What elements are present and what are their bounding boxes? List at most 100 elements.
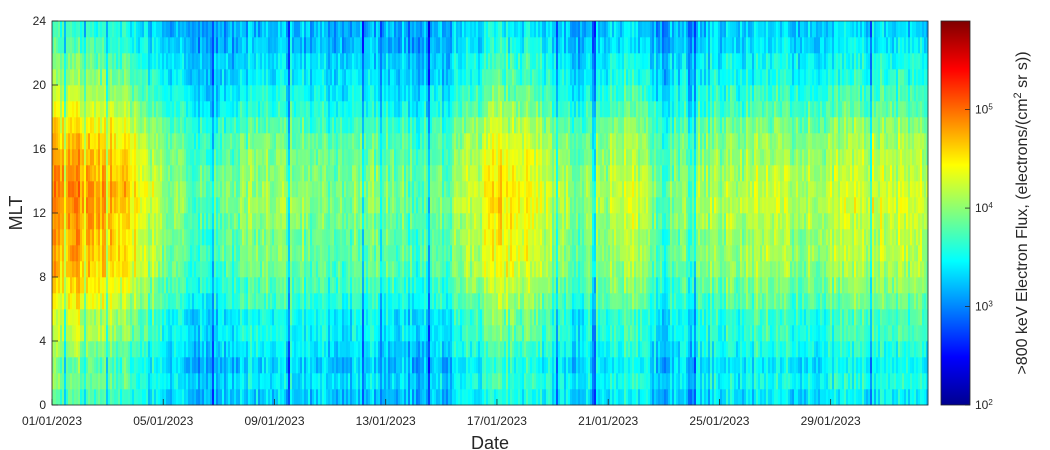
heatmap-cell — [254, 341, 257, 358]
heatmap-cell — [280, 149, 283, 166]
heatmap-cell — [272, 373, 275, 390]
heatmap-cell — [220, 117, 223, 134]
heatmap-cell — [158, 181, 161, 198]
heatmap-cell — [420, 373, 423, 390]
heatmap-cell — [248, 101, 251, 118]
heatmap-cell — [156, 261, 159, 278]
heatmap-cell — [56, 149, 59, 166]
heatmap-cell — [76, 277, 79, 294]
heatmap-cell — [376, 165, 379, 182]
heatmap-cell — [206, 245, 209, 262]
heatmap-cell — [152, 181, 155, 198]
heatmap-cell — [106, 101, 109, 118]
heatmap-cell — [208, 69, 211, 86]
heatmap-cell — [424, 309, 427, 326]
heatmap-cell — [110, 213, 113, 230]
heatmap-cell — [58, 389, 61, 406]
heatmap-cell — [144, 21, 147, 38]
heatmap-cell — [418, 357, 421, 374]
heatmap-cell — [206, 197, 209, 214]
heatmap-cell — [384, 165, 387, 182]
heatmap-cell — [278, 229, 281, 246]
heatmap-cell — [140, 21, 143, 38]
heatmap-cell — [376, 197, 379, 214]
heatmap-cell — [134, 261, 137, 278]
heatmap-cell — [210, 69, 213, 86]
heatmap-cell — [146, 341, 149, 358]
heatmap-cell — [242, 69, 245, 86]
heatmap-cell — [346, 37, 349, 54]
heatmap-cell — [94, 181, 97, 198]
heatmap-cell — [372, 149, 375, 166]
heatmap-cell — [158, 53, 161, 70]
heatmap-cell — [274, 197, 277, 214]
heatmap-cell — [188, 293, 191, 310]
heatmap-cell — [284, 277, 287, 294]
heatmap-cell — [396, 149, 399, 166]
heatmap-cell — [124, 357, 127, 374]
heatmap-cell — [70, 309, 73, 326]
heatmap-cell — [276, 341, 279, 358]
heatmap-cell — [444, 85, 447, 102]
heatmap-cell — [148, 37, 151, 54]
heatmap-cell — [136, 341, 139, 358]
heatmap-cell — [392, 261, 395, 278]
heatmap-cell — [346, 117, 349, 134]
heatmap-cell — [82, 357, 85, 374]
heatmap-cell — [458, 261, 461, 278]
heatmap-cell — [302, 357, 305, 374]
heatmap-cell — [254, 149, 257, 166]
heatmap-cell — [58, 197, 61, 214]
heatmap-cell — [208, 37, 211, 54]
heatmap-cell — [108, 389, 111, 406]
heatmap-cell — [140, 85, 143, 102]
heatmap-cell — [180, 325, 183, 342]
heatmap-cell — [196, 229, 199, 246]
heatmap-cell — [456, 21, 459, 38]
heatmap-cell — [356, 325, 359, 342]
heatmap-cell — [54, 21, 57, 38]
heatmap-cell — [234, 309, 237, 326]
heatmap-cell — [70, 373, 73, 390]
heatmap-cell — [148, 357, 151, 374]
heatmap-cell — [382, 181, 385, 198]
heatmap-cell — [86, 325, 89, 342]
heatmap-cell — [172, 37, 175, 54]
heatmap-cell — [218, 309, 221, 326]
heatmap-cell — [164, 373, 167, 390]
heatmap-cell — [342, 261, 345, 278]
heatmap-cell — [76, 133, 79, 150]
heatmap-cell — [352, 165, 355, 182]
heatmap-cell — [288, 309, 291, 326]
heatmap-cell — [168, 117, 171, 134]
heatmap-cell — [166, 101, 169, 118]
heatmap-cell — [422, 341, 425, 358]
heatmap-cell — [272, 133, 275, 150]
heatmap-cell — [86, 197, 89, 214]
heatmap-cell — [450, 389, 453, 406]
heatmap-cell — [216, 325, 219, 342]
heatmap-cell — [420, 165, 423, 182]
heatmap-cell — [402, 197, 405, 214]
heatmap-cell — [440, 37, 443, 54]
heatmap-cell — [238, 293, 241, 310]
heatmap-cell — [344, 277, 347, 294]
heatmap-cell — [186, 325, 189, 342]
heatmap-cell — [168, 165, 171, 182]
heatmap-cell — [252, 85, 255, 102]
heatmap-cell — [352, 85, 355, 102]
heatmap-cell — [118, 133, 121, 150]
heatmap-cell — [238, 69, 241, 86]
heatmap-cell — [388, 197, 391, 214]
heatmap-cell — [388, 229, 391, 246]
heatmap-cell — [368, 53, 371, 70]
heatmap-cell — [236, 341, 239, 358]
heatmap-cell — [138, 389, 141, 406]
heatmap-cell — [170, 197, 173, 214]
heatmap-cell — [118, 389, 121, 406]
heatmap-cell — [194, 85, 197, 102]
heatmap-cell — [254, 53, 257, 70]
heatmap-cell — [224, 165, 227, 182]
heatmap-cell — [306, 197, 309, 214]
heatmap-cell — [288, 197, 291, 214]
